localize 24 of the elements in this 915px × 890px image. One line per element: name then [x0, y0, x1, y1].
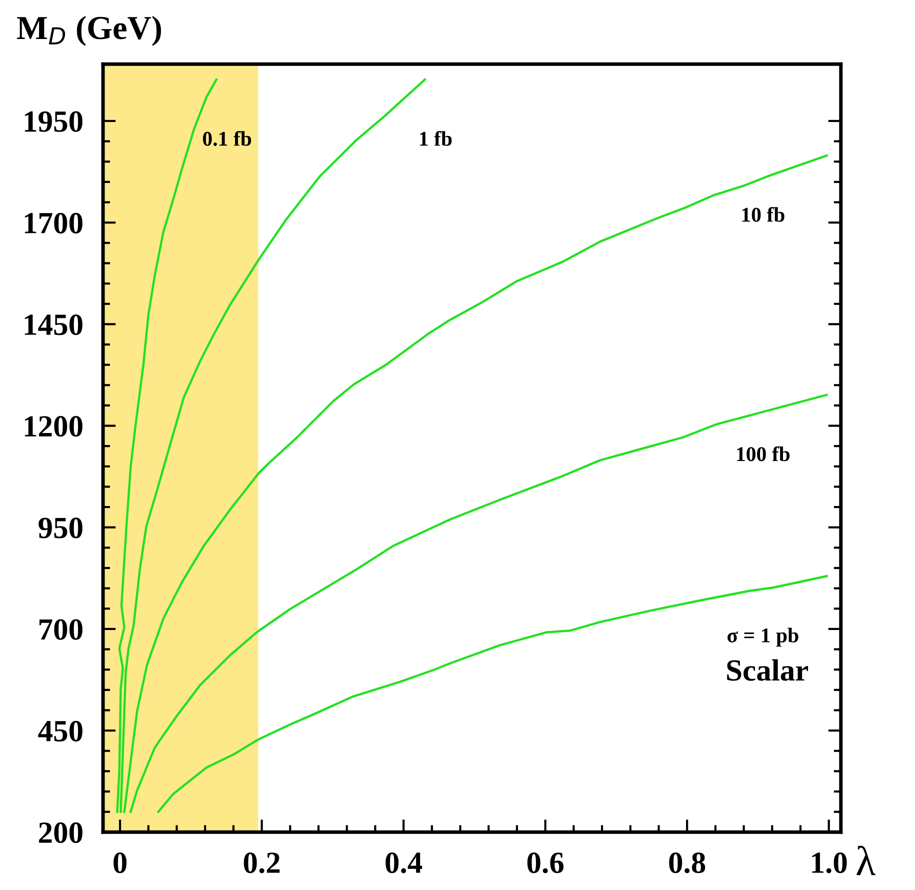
y-tick-label: 950 — [38, 518, 82, 538]
line-series — [130, 394, 828, 813]
y-tick-label: 1450 — [24, 314, 82, 336]
y-axis-title: M$_{D}$ (GeV) — [17, 16, 161, 46]
y-tick-label: 450 — [38, 720, 82, 742]
x-tick-label: 0.2 — [244, 852, 280, 874]
x-tick-label: 0.6 — [527, 852, 564, 874]
series-label: 1 fb — [420, 130, 452, 146]
series-label: 100 fb — [737, 446, 790, 462]
y-tick-label: 1700 — [24, 212, 82, 234]
y-tick-label: 1950 — [24, 111, 82, 132]
x-tick-label: 1.0 — [812, 852, 847, 874]
y-tick-label: 200 — [39, 822, 82, 844]
y-tick-label: 1200 — [24, 416, 82, 437]
series-label: 10 fb — [742, 206, 784, 222]
x-tick-label: 0.4 — [386, 852, 422, 874]
annotation: Scalar — [727, 659, 808, 681]
x-axis-title: λ — [856, 846, 876, 876]
x-tick-label: 0 — [114, 852, 127, 874]
series-label: σ = 1 pb — [728, 628, 798, 647]
series-label: 0.1 fb — [202, 130, 252, 146]
line-series — [157, 575, 828, 813]
y-tick-label: 700 — [40, 619, 82, 640]
x-tick-label: 0.8 — [669, 852, 706, 874]
